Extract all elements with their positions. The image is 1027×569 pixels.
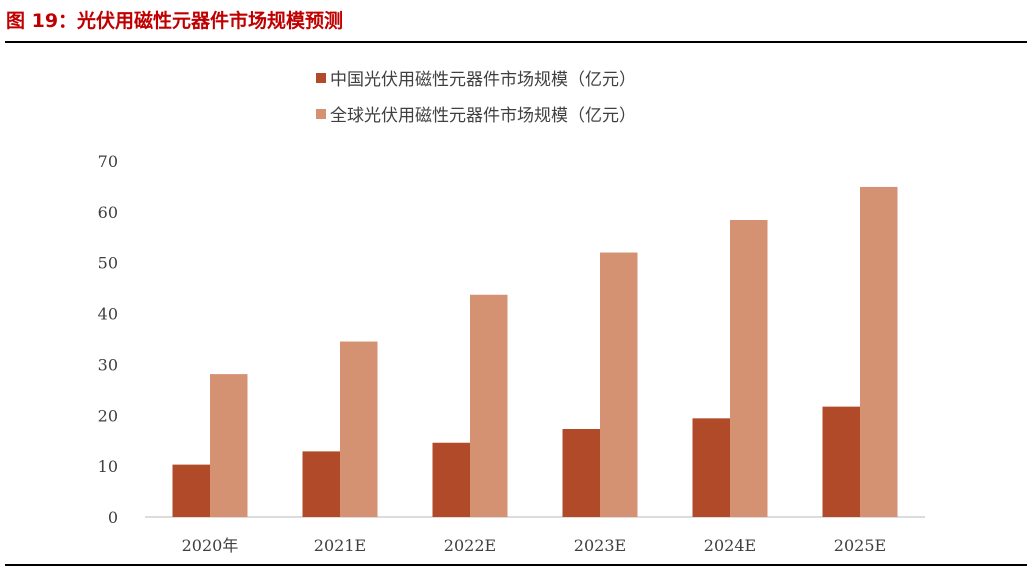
top-rule (5, 41, 1027, 43)
bar-global (730, 219, 768, 517)
bar-global (860, 186, 898, 518)
y-tick-label: 0 (108, 508, 118, 527)
legend-swatch (316, 109, 326, 119)
bar-china (692, 418, 730, 517)
x-tick-label: 2025E (834, 536, 886, 555)
legend-label: 全球光伏用磁性元器件市场规模（亿元） (330, 106, 636, 126)
y-tick-label: 10 (98, 457, 118, 476)
bar-global (210, 374, 248, 517)
y-tick-label: 70 (98, 152, 118, 171)
bar-china (562, 429, 600, 517)
bar-china (172, 464, 210, 517)
x-tick-label: 2022E (444, 536, 496, 555)
legend-label: 中国光伏用磁性元器件市场规模（亿元） (330, 70, 636, 90)
x-tick-label: 2023E (574, 536, 626, 555)
bar-global (340, 341, 378, 517)
y-tick-label: 30 (98, 355, 118, 374)
bottom-rule (5, 564, 1027, 566)
x-tick-label: 2024E (704, 536, 756, 555)
x-tick-label: 2021E (314, 536, 366, 555)
y-tick-label: 20 (98, 406, 118, 425)
y-tick-label: 50 (98, 254, 118, 273)
figure-title: 图 19：光伏用磁性元器件市场规模预测 (6, 10, 344, 32)
bar-global (470, 294, 508, 517)
bar-global (600, 252, 638, 518)
y-tick-label: 40 (98, 305, 118, 324)
legend-swatch (316, 73, 326, 83)
bar-china (822, 406, 860, 517)
y-tick-label: 60 (98, 203, 118, 222)
bar-china (432, 442, 470, 517)
bar-china (302, 451, 340, 517)
x-tick-label: 2020年 (182, 536, 239, 555)
